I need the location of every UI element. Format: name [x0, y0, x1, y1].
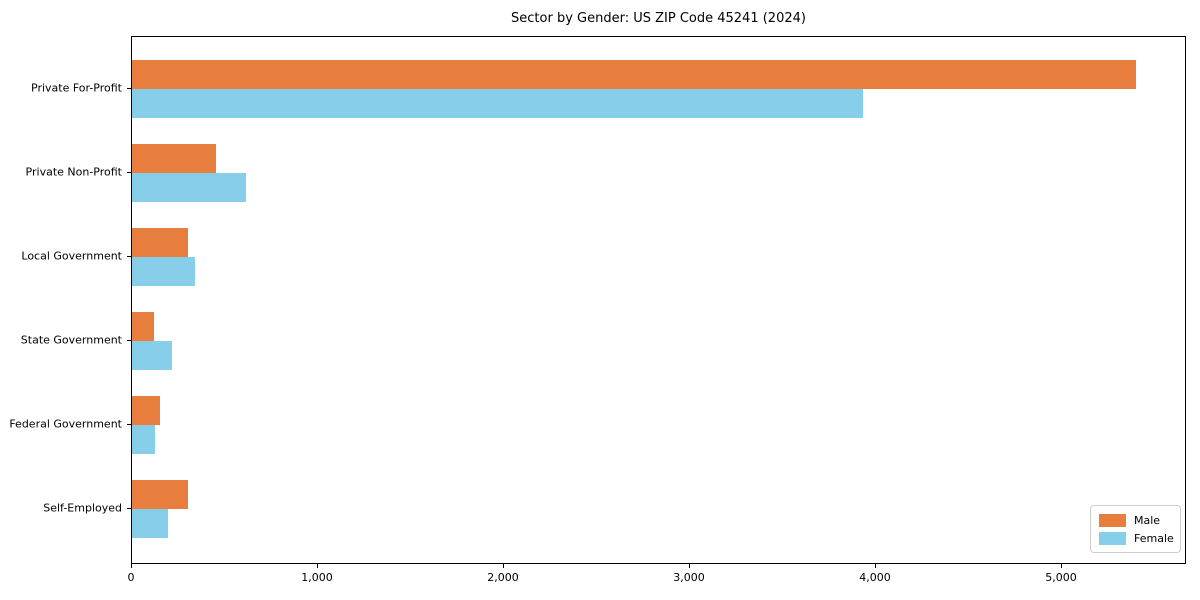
- legend: Male Female: [1090, 505, 1181, 553]
- bar-federal-government-female: [132, 425, 155, 454]
- plot-area: [131, 36, 1186, 564]
- x-tick-label-4000: 4,000: [859, 571, 891, 584]
- y-tick-label-private-non-profit: Private Non-Profit: [25, 165, 122, 179]
- legend-entry-female: Female: [1099, 531, 1174, 546]
- x-tick-mark: [1061, 564, 1062, 568]
- chart-title: Sector by Gender: US ZIP Code 45241 (202…: [511, 11, 806, 26]
- bar-private-non-profit-male: [132, 144, 216, 173]
- y-tick-label-private-for-profit: Private For-Profit: [31, 81, 122, 95]
- bar-self-employed-male: [132, 480, 188, 509]
- bar-private-for-profit-male: [132, 60, 1136, 89]
- y-tick-label-local-government: Local Government: [21, 249, 122, 263]
- x-tick-label-1000: 1,000: [301, 571, 333, 584]
- legend-male-label: Male: [1134, 514, 1161, 527]
- bar-private-non-profit-female: [132, 173, 246, 202]
- x-tick-label-0: 0: [127, 571, 135, 584]
- y-tick-mark: [127, 340, 131, 341]
- x-tick-mark: [875, 564, 876, 568]
- x-tick-mark: [317, 564, 318, 568]
- bar-state-government-male: [132, 312, 154, 341]
- y-tick-mark: [127, 508, 131, 509]
- bar-self-employed-female: [132, 509, 168, 538]
- x-tick-label-5000: 5,000: [1045, 571, 1077, 584]
- legend-female-swatch: [1099, 532, 1126, 545]
- y-tick-label-state-government: State Government: [20, 333, 122, 347]
- bar-private-for-profit-female: [132, 89, 863, 118]
- bar-local-government-male: [132, 228, 188, 257]
- y-tick-mark: [127, 172, 131, 173]
- y-tick-mark: [127, 424, 131, 425]
- bar-local-government-female: [132, 257, 195, 286]
- legend-male-swatch: [1099, 514, 1126, 527]
- y-tick-label-self-employed: Self-Employed: [43, 501, 122, 515]
- bar-federal-government-male: [132, 396, 160, 425]
- bar-state-government-female: [132, 341, 172, 370]
- x-tick-mark: [503, 564, 504, 568]
- x-tick-mark: [131, 564, 132, 568]
- x-tick-label-3000: 3,000: [673, 571, 705, 584]
- legend-female-label: Female: [1134, 532, 1174, 545]
- y-tick-mark: [127, 256, 131, 257]
- y-tick-mark: [127, 88, 131, 89]
- x-tick-label-2000: 2,000: [487, 571, 519, 584]
- y-tick-label-federal-government: Federal Government: [9, 417, 122, 431]
- x-tick-mark: [689, 564, 690, 568]
- legend-entry-male: Male: [1099, 513, 1172, 528]
